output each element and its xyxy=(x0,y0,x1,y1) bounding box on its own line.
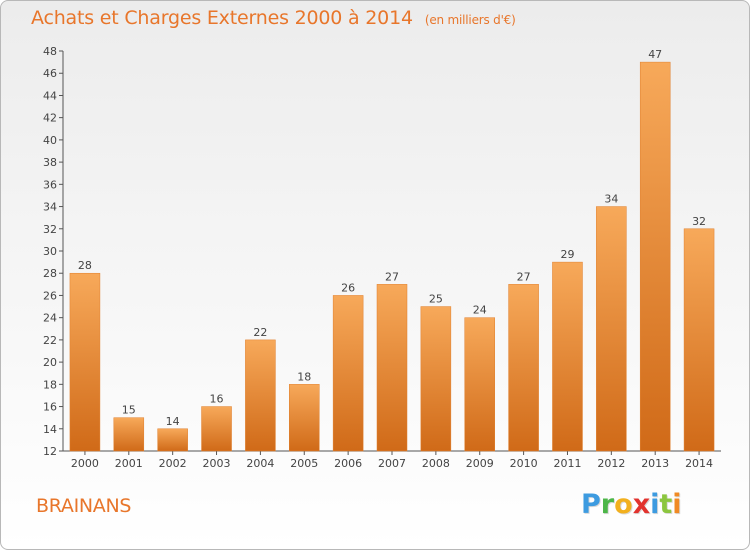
data-label: 47 xyxy=(648,48,662,61)
bar-2008 xyxy=(420,306,452,452)
x-tick-label: 2002 xyxy=(159,457,187,470)
y-tick-label: 14 xyxy=(43,423,57,436)
y-tick-label: 32 xyxy=(43,223,57,236)
data-label: 15 xyxy=(122,404,136,417)
y-tick-label: 18 xyxy=(43,378,57,391)
x-tick-label: 2012 xyxy=(597,457,625,470)
bar-2001 xyxy=(113,417,145,452)
y-tick-label: 12 xyxy=(43,445,57,458)
chart-title-text: Achats et Charges Externes 2000 à 2014 xyxy=(31,7,413,29)
y-tick-label: 16 xyxy=(43,401,57,414)
y-tick-label: 20 xyxy=(43,356,57,369)
x-tick-label: 2010 xyxy=(510,457,538,470)
x-tick-label: 2008 xyxy=(422,457,450,470)
data-label: 29 xyxy=(560,248,574,261)
data-label: 22 xyxy=(253,326,267,339)
y-tick-label: 38 xyxy=(43,156,57,169)
bar-2003 xyxy=(201,406,232,452)
bar-2006 xyxy=(332,295,364,452)
y-tick-label: 28 xyxy=(43,267,57,280)
y-tick-label: 24 xyxy=(43,312,57,325)
data-label: 32 xyxy=(692,215,706,228)
y-tick-label: 48 xyxy=(43,45,57,58)
x-tick-label: 2005 xyxy=(290,457,318,470)
y-tick-label: 34 xyxy=(43,201,57,214)
x-tick-label: 2014 xyxy=(685,457,713,470)
x-tick-label: 2011 xyxy=(553,457,581,470)
bar-2013 xyxy=(639,61,671,452)
y-tick-label: 46 xyxy=(43,67,57,80)
data-label: 26 xyxy=(341,281,355,294)
y-tick-label: 44 xyxy=(43,89,57,102)
y-tick-label: 30 xyxy=(43,245,57,258)
value-labels: 28 15 14 16 22 18 26 27 25 24 27 29 34 47 32 xyxy=(78,48,706,428)
bars xyxy=(69,61,715,452)
y-tick-label: 40 xyxy=(43,134,57,147)
bar-2014 xyxy=(683,228,715,452)
bar-2007 xyxy=(376,284,408,452)
data-label: 14 xyxy=(166,415,180,428)
bar-2005 xyxy=(289,384,320,452)
data-label: 27 xyxy=(385,270,399,283)
proxiti-logo: Proxiti xyxy=(581,489,682,520)
bar-2011 xyxy=(552,261,583,452)
y-tick-label: 42 xyxy=(43,112,57,125)
x-tick-label: 2003 xyxy=(203,457,231,470)
y-tick-label: 22 xyxy=(43,334,57,347)
bar-2012 xyxy=(596,206,627,452)
y-tick-label: 36 xyxy=(43,178,57,191)
x-tick-label: 2013 xyxy=(641,457,669,470)
x-tick-label: 2009 xyxy=(466,457,494,470)
x-tick-label: 2004 xyxy=(246,457,274,470)
bar-2010 xyxy=(508,284,539,452)
bar-2004 xyxy=(245,339,276,452)
chart-unit-label: (en milliers d'€) xyxy=(424,13,516,27)
commune-name: BRAINANS xyxy=(36,495,132,517)
data-label: 25 xyxy=(429,293,443,306)
data-label: 18 xyxy=(297,370,311,383)
x-tick-label: 2000 xyxy=(71,457,99,470)
data-label: 28 xyxy=(78,259,92,272)
data-label: 24 xyxy=(473,304,487,317)
bar-2002 xyxy=(157,428,188,452)
data-label: 34 xyxy=(604,193,618,206)
bar-2009 xyxy=(464,317,495,452)
data-label: 27 xyxy=(517,270,531,283)
bar-2000 xyxy=(69,272,101,452)
x-tick-label: 2006 xyxy=(334,457,362,470)
chart-title: Achats et Charges Externes 2000 à 2014 (e… xyxy=(31,7,516,29)
x-tick-label: 2007 xyxy=(378,457,406,470)
y-tick-label: 26 xyxy=(43,289,57,302)
x-tick-label: 2001 xyxy=(115,457,143,470)
data-label: 16 xyxy=(210,393,224,406)
